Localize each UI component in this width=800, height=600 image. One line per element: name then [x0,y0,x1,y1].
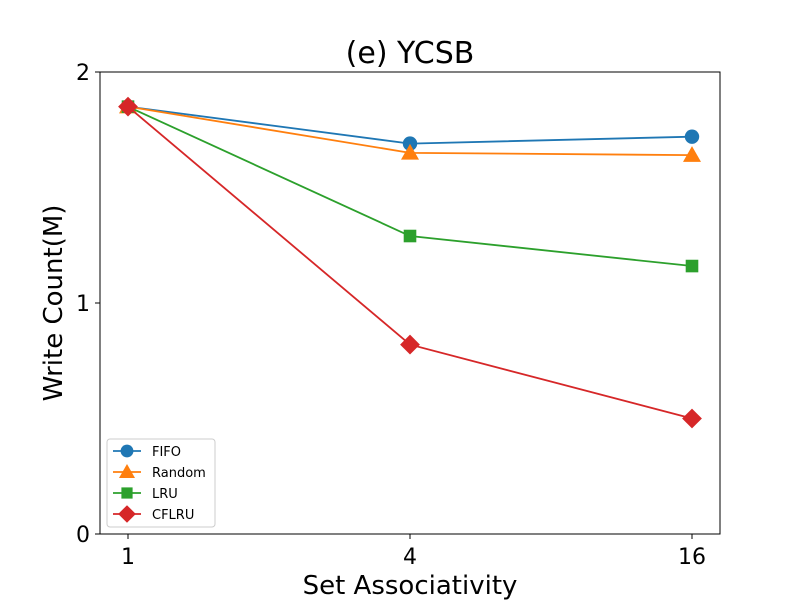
legend-box [106,438,216,528]
legend: FIFO Random LRU CFLRU [106,438,216,528]
y-tick-label: 1 [76,292,90,317]
x-tick-label: 1 [121,545,135,570]
x-axis: 1 4 16 [121,534,706,570]
series-lru [121,100,699,273]
data-point [684,129,700,144]
data-point [682,408,702,429]
y-axis-label: Write Count(M) [39,205,69,402]
data-point [403,229,417,243]
y-tick-label: 0 [76,523,90,548]
x-tick-label: 16 [678,545,706,570]
legend-label: CFLRU [152,508,194,523]
series-cflru [118,96,702,429]
series-random [119,97,701,162]
data-point [685,259,699,273]
legend-marker [118,505,136,523]
data-point [401,143,419,160]
data-point [400,334,420,355]
data-point [118,96,138,117]
x-axis-label: Set Associativity [303,571,518,600]
legend-label: Random [152,466,206,481]
legend-marker [119,464,135,478]
data-point [683,146,701,162]
legend-item: FIFO [113,444,181,460]
legend-item: Random [113,464,206,481]
x-tick-label: 4 [403,545,417,570]
y-axis: 0 1 2 [76,61,100,548]
series-layer [118,96,702,429]
legend-marker [120,444,134,458]
data-point [402,136,418,151]
legend-item: LRU [113,487,178,502]
legend-label: FIFO [152,445,181,460]
legend-marker [121,487,133,499]
y-tick-label: 2 [76,61,90,86]
legend-label: LRU [152,487,178,502]
legend-item: CFLRU [113,505,194,523]
chart-title: (e) YCSB [346,36,475,71]
